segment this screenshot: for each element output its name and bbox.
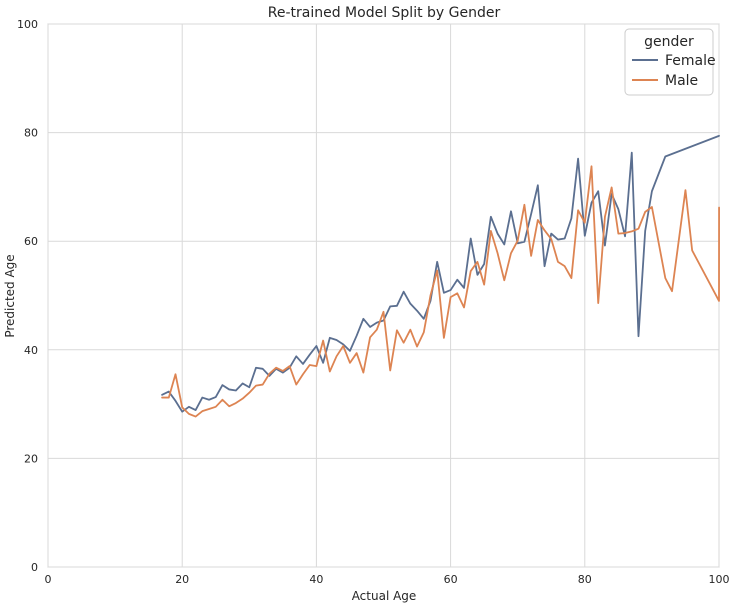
female-series-line [161,134,720,413]
x-tick-label-80: 80 [578,573,592,586]
x-tick-label-60: 60 [444,573,458,586]
x-tick-label-0: 0 [45,573,52,586]
x-tick-label-40: 40 [309,573,323,586]
y-tick-label-40: 40 [24,344,38,357]
y-axis-label: Predicted Age [3,254,17,337]
tick-labels: 0 20 40 60 80 100 0 20 40 60 80 100 [17,18,730,586]
x-tick-label-20: 20 [175,573,189,586]
legend-box [624,28,714,96]
y-tick-label-60: 60 [24,235,38,248]
x-tick-label-100: 100 [709,573,730,586]
x-axis-label: Actual Age [352,589,417,603]
chart-title: Re-trained Model Split by Gender [268,5,501,21]
y-tick-label-0: 0 [31,561,38,574]
y-tick-label-100: 100 [17,18,38,31]
male-series-line [161,165,720,418]
legend-label-male: Male [665,73,698,89]
plot-area [47,23,720,568]
series-layer [161,134,720,418]
legend-label-female: Female [665,53,716,69]
y-tick-label-20: 20 [24,452,38,465]
legend: gender Female Male [624,28,716,96]
y-tick-label-80: 80 [24,127,38,140]
legend-title: gender [644,34,694,50]
